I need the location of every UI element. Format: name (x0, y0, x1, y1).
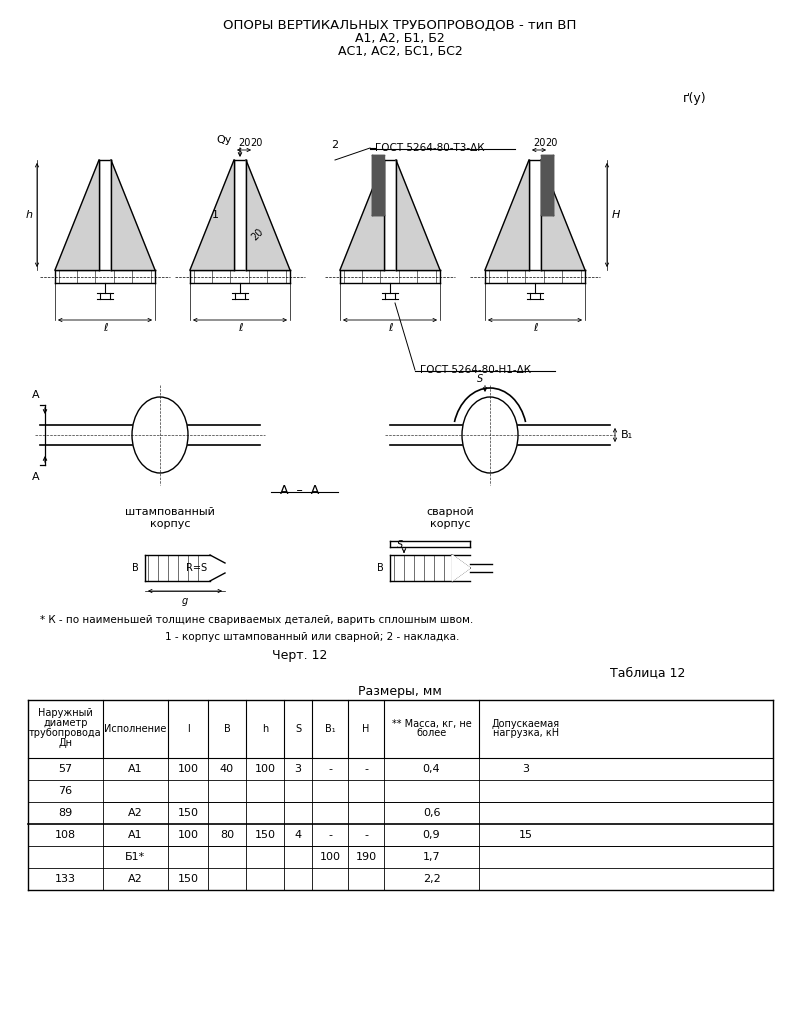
Text: 3: 3 (294, 764, 302, 774)
Text: 150: 150 (178, 874, 198, 884)
Text: ℓ: ℓ (388, 323, 392, 333)
Text: Дн: Дн (58, 738, 73, 747)
Text: Черт. 12: Черт. 12 (272, 649, 328, 662)
Polygon shape (55, 160, 99, 270)
Text: -: - (328, 830, 332, 840)
Text: 0,9: 0,9 (422, 830, 440, 840)
Text: 76: 76 (58, 786, 73, 796)
Text: Наружный: Наружный (38, 707, 93, 718)
Text: А: А (32, 472, 40, 482)
Text: 4: 4 (294, 830, 302, 840)
Text: корпус: корпус (150, 519, 190, 529)
Text: 150: 150 (178, 808, 198, 818)
Polygon shape (452, 555, 470, 581)
Text: 3: 3 (522, 764, 530, 774)
Text: g: g (182, 596, 188, 606)
Text: * К - по наименьшей толщине свариваемых деталей, варить сплошным швом.: * К - по наименьшей толщине свариваемых … (40, 615, 474, 625)
Text: 150: 150 (254, 830, 275, 840)
Text: А2: А2 (128, 808, 143, 818)
Text: Таблица 12: Таблица 12 (610, 667, 685, 679)
Polygon shape (340, 160, 384, 270)
Text: 20: 20 (545, 138, 557, 148)
Text: B: B (377, 563, 383, 573)
Text: диаметр: диаметр (43, 718, 88, 728)
Text: сварной: сварной (426, 508, 474, 517)
Text: h: h (262, 724, 268, 734)
Text: более: более (416, 729, 446, 739)
Text: 40: 40 (220, 764, 234, 774)
Text: h: h (26, 210, 33, 220)
Text: 15: 15 (519, 830, 533, 840)
Polygon shape (372, 155, 384, 215)
Text: нагрузка, кН: нагрузка, кН (493, 729, 559, 739)
Polygon shape (190, 160, 234, 270)
Text: А2: А2 (128, 874, 143, 884)
Text: трубопровода: трубопровода (29, 728, 102, 738)
Text: А: А (32, 390, 40, 400)
Polygon shape (485, 160, 529, 270)
Text: А  –  А: А – А (280, 483, 320, 496)
Text: ґ(у): ґ(у) (683, 91, 707, 105)
Text: -: - (364, 830, 368, 840)
Text: S: S (477, 374, 483, 384)
Polygon shape (396, 160, 440, 270)
Text: Допускаемая: Допускаемая (492, 719, 560, 729)
Text: 1: 1 (211, 210, 218, 220)
Text: ОПОРЫ ВЕРТИКАЛЬНЫХ ТРУБОПРОВОДОВ - тип ВП: ОПОРЫ ВЕРТИКАЛЬНЫХ ТРУБОПРОВОДОВ - тип В… (223, 18, 577, 31)
Polygon shape (541, 160, 585, 270)
Text: Исполнение: Исполнение (104, 724, 166, 734)
Text: 20: 20 (250, 227, 266, 243)
Text: 1 - корпус штампованный или сварной; 2 - накладка.: 1 - корпус штампованный или сварной; 2 -… (165, 632, 459, 642)
Polygon shape (246, 160, 290, 270)
Text: АС1, АС2, БС1, БС2: АС1, АС2, БС1, БС2 (338, 45, 462, 58)
Text: B: B (224, 724, 230, 734)
Text: корпус: корпус (430, 519, 470, 529)
Text: S: S (295, 724, 301, 734)
Text: ** Масса, кг, не: ** Масса, кг, не (392, 719, 471, 729)
Text: ГОСТ 5264-80-Н1-ΔК: ГОСТ 5264-80-Н1-ΔК (420, 365, 531, 375)
Text: 0,4: 0,4 (422, 764, 440, 774)
Text: 0,6: 0,6 (422, 808, 440, 818)
Text: l: l (186, 724, 190, 734)
Text: 190: 190 (355, 852, 377, 862)
Text: -: - (328, 764, 332, 774)
Text: H: H (612, 210, 620, 220)
Text: 100: 100 (319, 852, 341, 862)
Text: 20: 20 (250, 138, 262, 148)
Text: -: - (364, 764, 368, 774)
Text: Размеры, мм: Размеры, мм (358, 684, 442, 697)
Text: 57: 57 (58, 764, 73, 774)
Text: ГОСТ 5264-80-Т3-ΔК: ГОСТ 5264-80-Т3-ΔК (375, 143, 485, 153)
Text: 2,2: 2,2 (422, 874, 440, 884)
Text: 2: 2 (331, 140, 338, 150)
Text: 100: 100 (178, 764, 198, 774)
Text: 108: 108 (55, 830, 76, 840)
Text: 100: 100 (254, 764, 275, 774)
Text: 100: 100 (178, 830, 198, 840)
Text: B₁: B₁ (621, 430, 633, 439)
Text: 20: 20 (238, 138, 250, 148)
Text: 133: 133 (55, 874, 76, 884)
Text: R=S: R=S (186, 563, 207, 573)
Text: ℓ: ℓ (533, 323, 538, 333)
Text: H: H (362, 724, 370, 734)
Text: ℓ: ℓ (102, 323, 107, 333)
Text: А1, А2, Б1, Б2: А1, А2, Б1, Б2 (355, 31, 445, 45)
Text: 20: 20 (533, 138, 545, 148)
Text: 80: 80 (220, 830, 234, 840)
Text: А1: А1 (128, 830, 143, 840)
Polygon shape (111, 160, 155, 270)
Text: Qу: Qу (217, 135, 232, 145)
Text: Б1*: Б1* (126, 852, 146, 862)
Text: 89: 89 (58, 808, 73, 818)
Text: S: S (397, 540, 403, 550)
Text: 1,7: 1,7 (422, 852, 440, 862)
Polygon shape (541, 155, 553, 215)
Text: B₁: B₁ (325, 724, 335, 734)
Text: штампованный: штампованный (125, 508, 215, 517)
Text: ℓ: ℓ (238, 323, 242, 333)
Text: А1: А1 (128, 764, 143, 774)
Text: B: B (132, 563, 138, 573)
